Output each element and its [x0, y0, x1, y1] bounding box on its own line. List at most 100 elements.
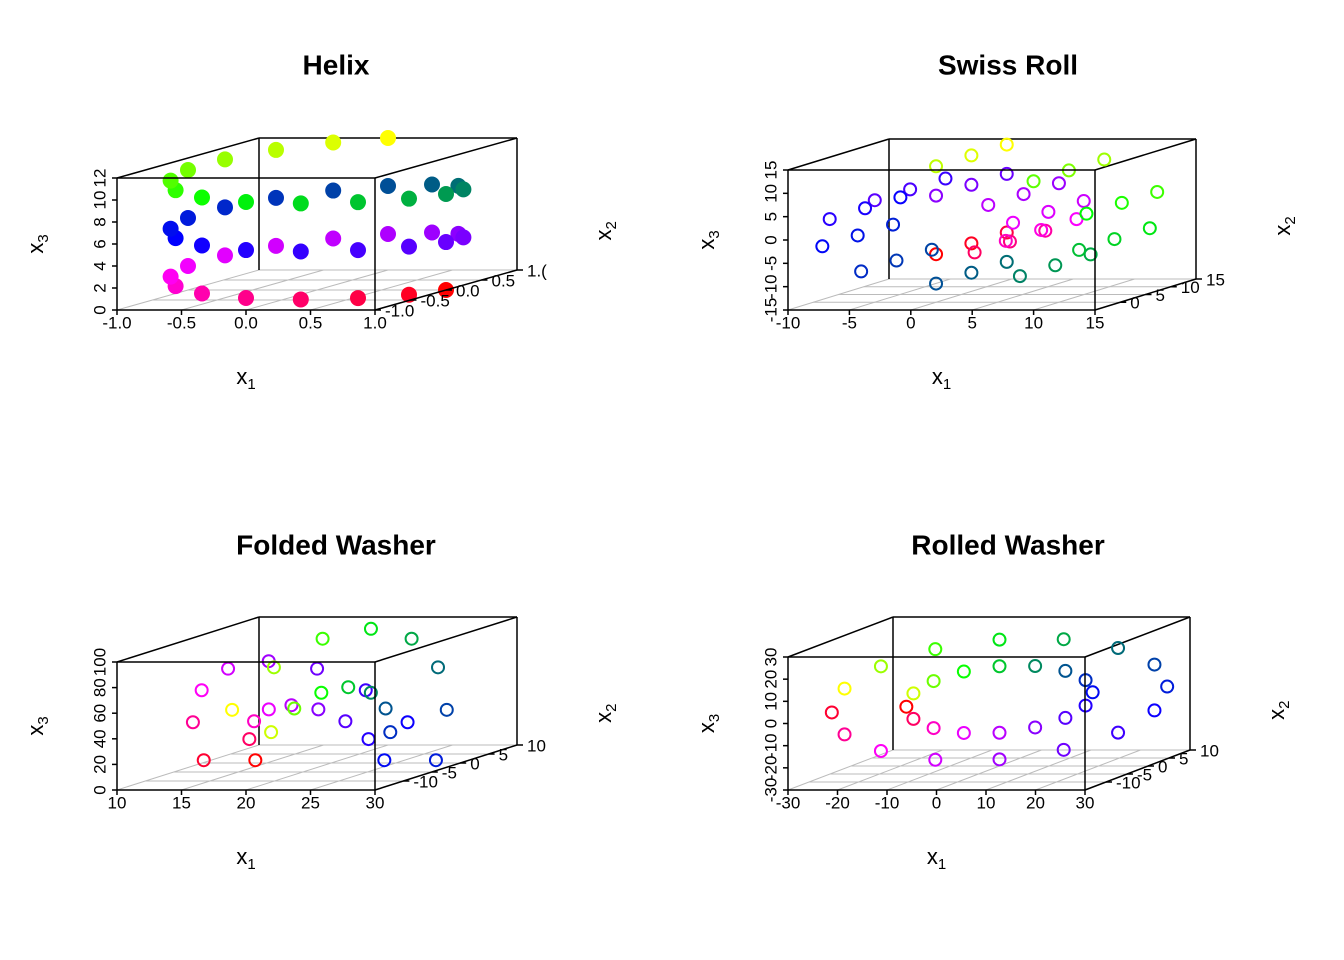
x-tick-label: 20 [237, 793, 256, 812]
point [438, 234, 454, 251]
point [193, 237, 210, 254]
point [1041, 204, 1056, 219]
z-tick-label: 10 [90, 191, 109, 210]
point [401, 238, 418, 255]
point [1076, 194, 1091, 209]
point [1085, 685, 1100, 700]
point [325, 182, 342, 199]
point [873, 743, 888, 758]
axis-label: x1 [932, 364, 951, 393]
point [992, 659, 1007, 674]
axis-label-text: x [694, 239, 719, 250]
point [886, 217, 901, 232]
point [1114, 195, 1129, 210]
y-tick-label: 5 [1156, 286, 1165, 305]
point [824, 705, 839, 720]
grid-line [1035, 749, 1141, 791]
box-edge [116, 137, 260, 179]
point [193, 285, 210, 302]
point [162, 220, 179, 237]
z-tick-label: 10 [761, 692, 780, 711]
point [1147, 703, 1162, 718]
point [1083, 247, 1098, 262]
point [428, 753, 443, 768]
point [380, 130, 396, 146]
point [193, 189, 210, 206]
chart-title: Helix [303, 49, 370, 80]
point [341, 680, 356, 695]
axis-label: x2 [1264, 701, 1293, 720]
point [455, 229, 472, 246]
point [315, 631, 330, 646]
axis-label: x3 [23, 716, 52, 735]
point [424, 176, 441, 193]
point [350, 242, 367, 259]
point [867, 193, 882, 208]
point [287, 701, 302, 716]
point [325, 230, 342, 247]
point [383, 725, 398, 740]
point [338, 714, 353, 729]
x-tick-label: 0.0 [234, 313, 258, 332]
point [929, 159, 944, 174]
point [404, 631, 419, 646]
y-tick-label: -1.0 [385, 301, 414, 320]
point [964, 265, 979, 280]
grid-line [886, 749, 993, 791]
y-tick-label: -10 [1116, 773, 1141, 792]
point [438, 185, 454, 202]
z-tick-label: 80 [90, 678, 109, 697]
z-tick-label: 0 [90, 785, 109, 794]
point [439, 702, 454, 717]
axis-label: x3 [694, 714, 723, 733]
point [956, 725, 971, 740]
y-tick-label: 10 [1181, 278, 1200, 297]
point [1056, 742, 1071, 757]
y-tick-label: 0 [1158, 757, 1167, 776]
point [889, 253, 904, 268]
point [267, 237, 284, 254]
axis-label-sub: 3 [35, 716, 52, 724]
grid-line [116, 744, 260, 791]
z-tick-label: 60 [90, 704, 109, 723]
point [926, 674, 941, 689]
box-edge [374, 137, 518, 179]
point [292, 291, 309, 308]
axis-label-text: x [23, 725, 48, 736]
point [999, 225, 1014, 240]
point [1111, 725, 1126, 740]
point [999, 254, 1014, 269]
box-edge [374, 616, 518, 663]
point [1034, 222, 1049, 237]
axis-label-sub: 2 [603, 221, 620, 229]
z-tick-label: 100 [90, 648, 109, 676]
point [992, 632, 1007, 647]
point [928, 642, 943, 657]
point [180, 258, 196, 275]
point [1028, 659, 1043, 674]
box-edge [374, 744, 518, 791]
point [225, 702, 240, 717]
axis-label-text: x [236, 364, 247, 389]
point [363, 685, 378, 700]
y-tick-label: -0.5 [421, 291, 450, 310]
axis-label: x3 [694, 230, 723, 249]
point [964, 177, 979, 192]
point [1160, 679, 1175, 694]
point [1016, 187, 1031, 202]
point [1072, 242, 1087, 257]
box-edge [1084, 616, 1191, 658]
point [999, 166, 1014, 181]
point [1026, 174, 1041, 189]
grid-line [936, 749, 1042, 791]
grid-line [181, 744, 324, 791]
point [906, 711, 921, 726]
point [1012, 269, 1027, 284]
point [350, 290, 367, 307]
point [1107, 232, 1122, 247]
x-tick-label: 10 [977, 793, 996, 812]
point [238, 193, 254, 210]
point [180, 161, 196, 178]
point [1051, 176, 1066, 191]
axis-label-sub: 2 [1282, 216, 1299, 224]
